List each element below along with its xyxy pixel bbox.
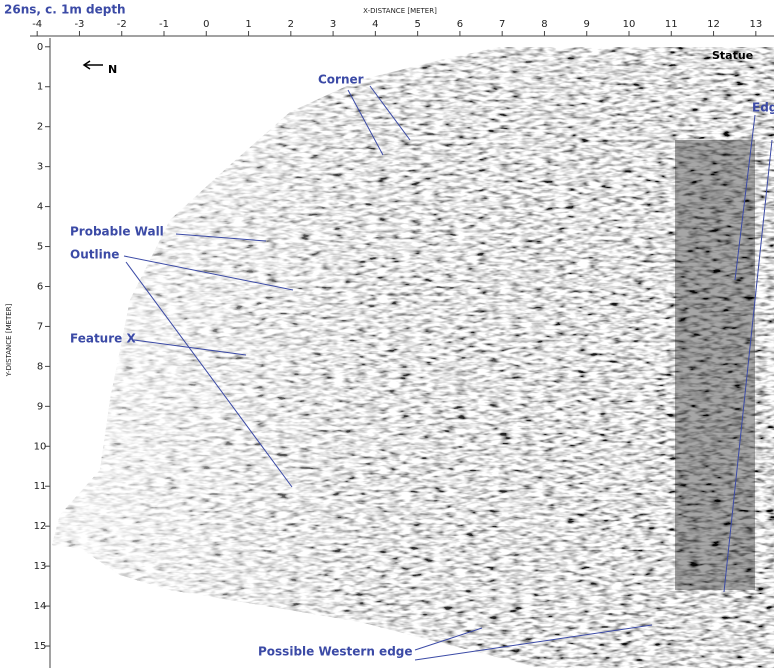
x-tick-label: 2 bbox=[288, 19, 294, 30]
y-tick-label: 4 bbox=[37, 202, 43, 213]
dark-band bbox=[675, 140, 755, 590]
x-tick-label: 1 bbox=[245, 19, 251, 30]
y-tick-label: 1 bbox=[37, 82, 43, 93]
y-tick-label: 14 bbox=[34, 601, 47, 612]
annotation: Edge bbox=[752, 101, 774, 115]
y-tick-label: 6 bbox=[37, 281, 43, 292]
y-tick-label: 12 bbox=[34, 521, 47, 532]
y-tick-label: 13 bbox=[34, 561, 47, 572]
x-tick-label: 9 bbox=[584, 19, 590, 30]
x-tick-label: 5 bbox=[414, 19, 420, 30]
x-tick-label: 11 bbox=[665, 19, 678, 30]
annotation: Probable Wall bbox=[70, 225, 164, 239]
chart-title: 26ns, c. 1m depth bbox=[4, 3, 126, 17]
annotation: Corner bbox=[318, 73, 364, 87]
annotation: Feature X bbox=[70, 332, 136, 346]
x-tick-label: 3 bbox=[330, 19, 336, 30]
y-tick-label: 15 bbox=[34, 641, 47, 652]
x-tick-label: 12 bbox=[707, 19, 720, 30]
annotation: Statue bbox=[712, 49, 753, 62]
x-tick-label: 0 bbox=[203, 19, 209, 30]
y-tick-label: 11 bbox=[34, 481, 47, 492]
x-tick-label: -3 bbox=[74, 19, 84, 30]
chart: 26ns, c. 1m depth X-DISTANCE [METER] Y-D… bbox=[0, 0, 774, 668]
y-tick-label: 0 bbox=[37, 42, 43, 53]
x-tick-label: 4 bbox=[372, 19, 378, 30]
radar-image bbox=[30, 38, 774, 668]
y-tick-label: 9 bbox=[37, 401, 43, 412]
x-tick-label: -1 bbox=[159, 19, 169, 30]
x-tick-label: 13 bbox=[749, 19, 762, 30]
radar-fade bbox=[30, 38, 774, 668]
x-tick-label: 8 bbox=[541, 19, 547, 30]
annotation: Possible Western edge bbox=[258, 645, 413, 659]
y-tick-label: 10 bbox=[34, 441, 47, 452]
y-tick-label: 2 bbox=[37, 122, 43, 133]
y-tick-label: 5 bbox=[37, 242, 43, 253]
annotation: N bbox=[108, 63, 117, 76]
x-axis-label: X-DISTANCE [METER] bbox=[363, 7, 437, 15]
x-tick-label: 6 bbox=[457, 19, 463, 30]
x-tick-label: -2 bbox=[117, 19, 127, 30]
y-tick-label: 8 bbox=[37, 361, 43, 372]
y-tick-label: 3 bbox=[37, 162, 43, 173]
annotation: Outline bbox=[70, 248, 119, 262]
x-tick-label: 10 bbox=[623, 19, 636, 30]
y-axis-label: Y-DISTANCE [METER] bbox=[5, 303, 13, 377]
x-tick-label: 7 bbox=[499, 19, 505, 30]
x-tick-label: -4 bbox=[32, 19, 42, 30]
y-tick-label: 7 bbox=[37, 321, 43, 332]
